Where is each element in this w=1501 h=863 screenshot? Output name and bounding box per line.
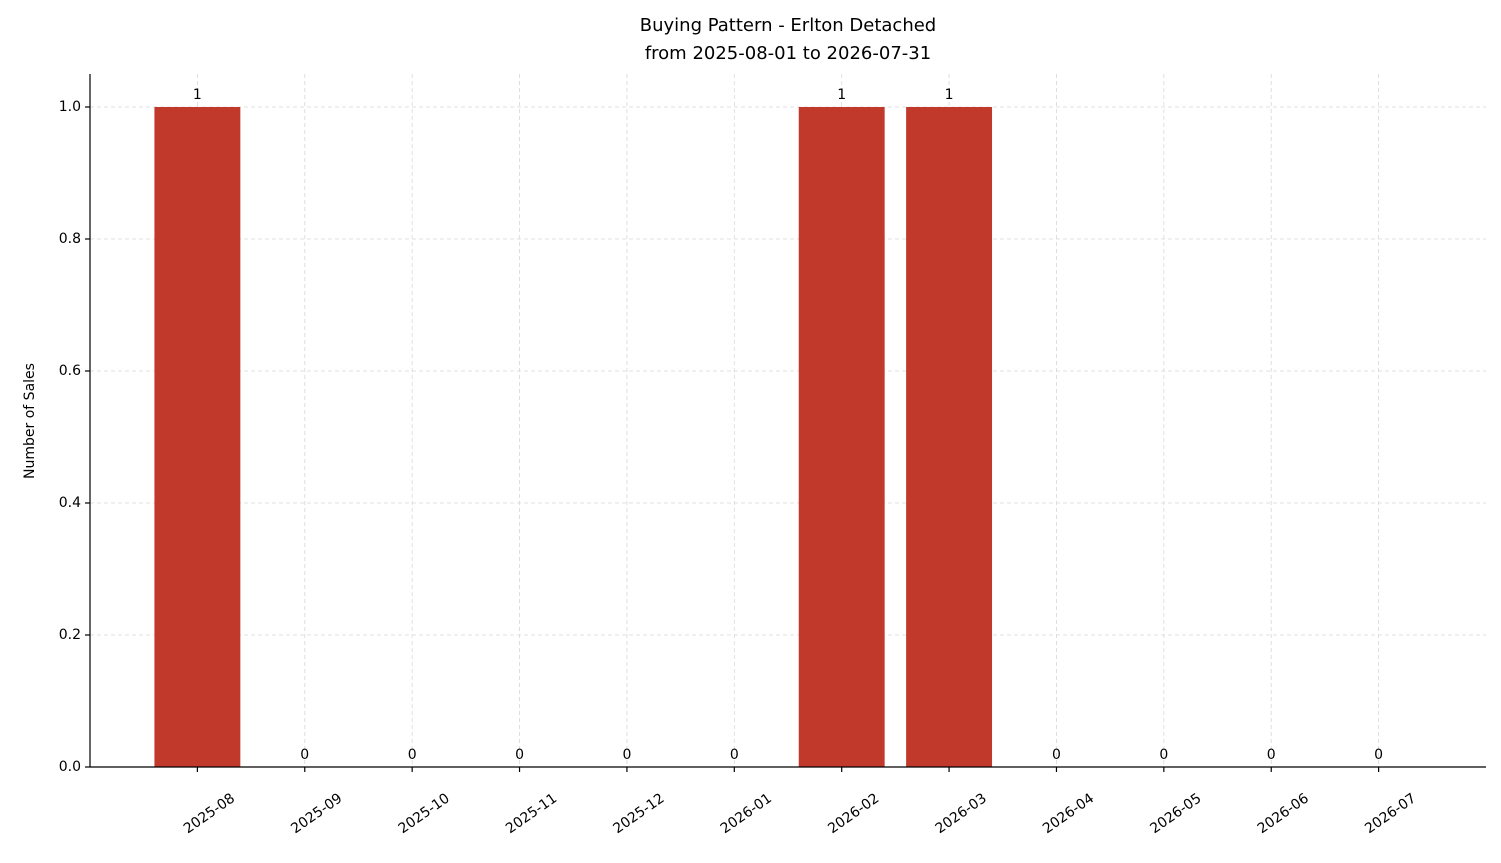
bar — [154, 107, 241, 767]
value-label: 0 — [1052, 747, 1061, 763]
value-label: 0 — [408, 747, 417, 763]
value-label: 0 — [730, 747, 739, 763]
x-tick-label: 2025-10 — [396, 790, 453, 837]
y-tick-label: 0.2 — [59, 627, 81, 643]
x-tick-label: 2026-03 — [933, 790, 990, 837]
y-tick-label: 0.4 — [59, 495, 81, 511]
bar — [798, 107, 885, 767]
value-label: 0 — [622, 747, 631, 763]
y-tick-label: 1.0 — [59, 99, 81, 115]
x-tick-label: 2026-05 — [1147, 790, 1204, 837]
x-tick-label: 2026-07 — [1362, 790, 1419, 837]
chart-subtitle: from 2025-08-01 to 2026-07-31 — [645, 43, 931, 64]
value-label: 1 — [945, 87, 954, 103]
x-tick-label: 2026-04 — [1040, 790, 1097, 837]
y-axis-label: Number of Sales — [22, 363, 38, 479]
x-tick-label: 2026-02 — [825, 790, 882, 837]
chart-title: Buying Pattern - Erlton Detached — [640, 15, 936, 36]
y-tick-label: 0.0 — [59, 759, 81, 775]
y-tick-label: 0.6 — [59, 363, 81, 379]
x-tick-label: 2026-06 — [1255, 790, 1312, 837]
x-tick-label: 2025-09 — [288, 790, 345, 837]
y-tick-label: 0.8 — [59, 231, 81, 247]
value-label: 1 — [837, 87, 846, 103]
x-tick-label: 2025-08 — [181, 790, 238, 837]
x-tick-label: 2025-11 — [503, 790, 560, 837]
value-label: 0 — [300, 747, 309, 763]
value-label: 0 — [1159, 747, 1168, 763]
value-label: 1 — [193, 87, 202, 103]
value-label: 0 — [1267, 747, 1276, 763]
bar — [906, 107, 993, 767]
x-tick-label: 2025-12 — [610, 790, 667, 837]
x-tick-label: 2026-01 — [718, 790, 775, 837]
value-label: 0 — [515, 747, 524, 763]
value-label: 0 — [1374, 747, 1383, 763]
